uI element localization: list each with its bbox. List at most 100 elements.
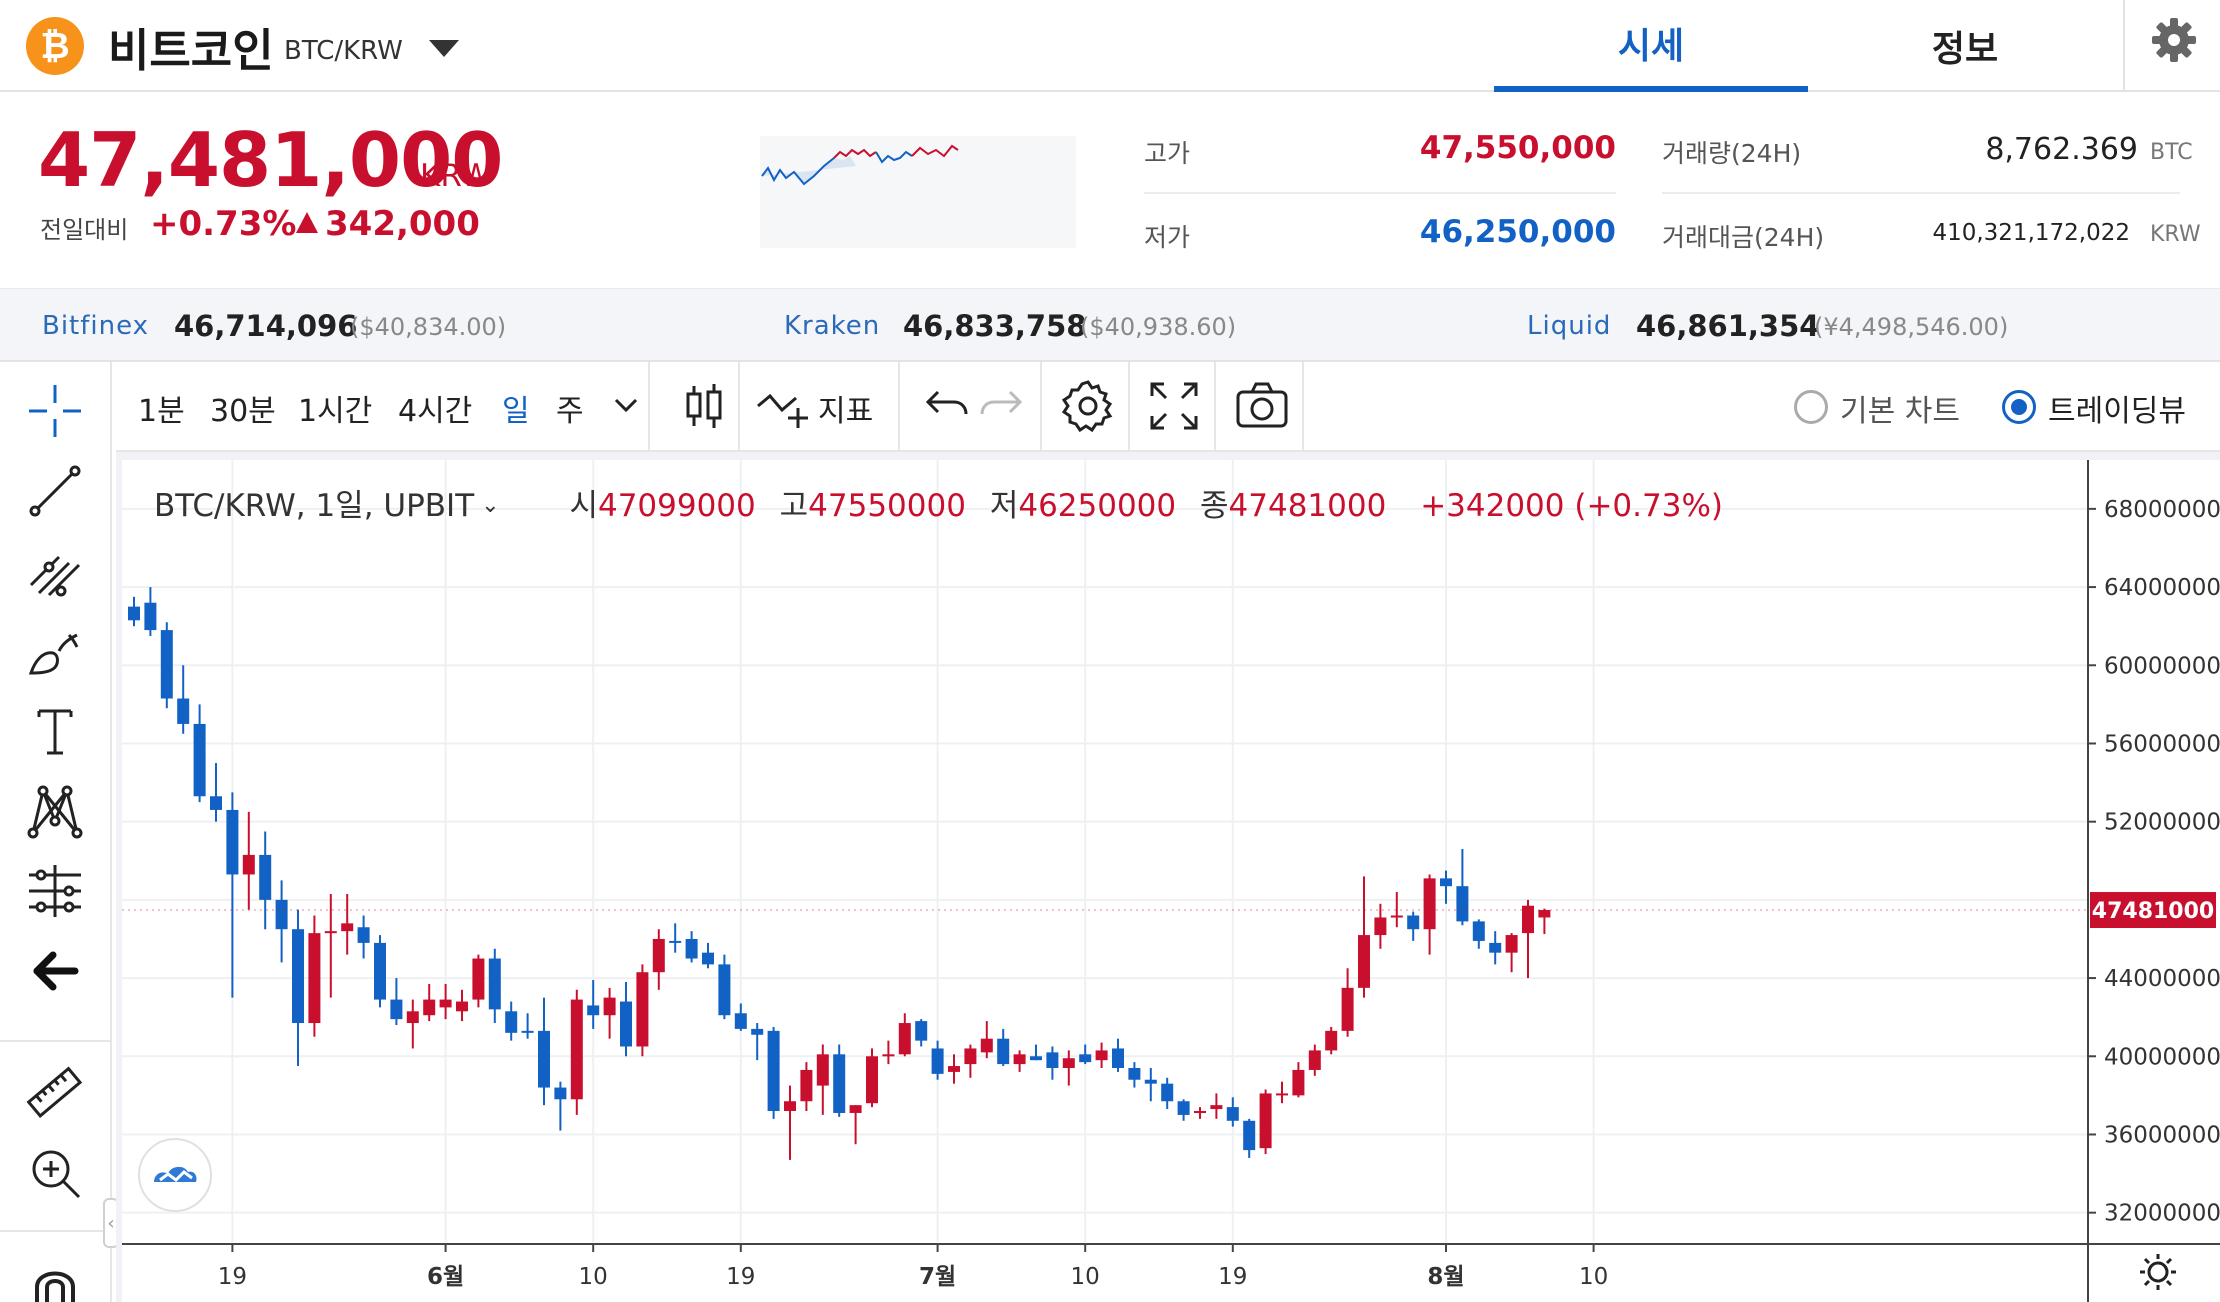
trend-line-icon[interactable] [24, 460, 86, 522]
interval-day[interactable]: 일 [502, 394, 530, 429]
candle-body [554, 1087, 567, 1100]
candle-body [292, 929, 304, 1024]
interval-4h[interactable]: 4시간 [398, 394, 473, 429]
exchange-name[interactable]: Liquid [1527, 311, 1612, 341]
candlestick-type-icon[interactable] [676, 378, 732, 434]
divider [648, 362, 650, 450]
divider [1040, 362, 1042, 450]
high-value: 47,550,000 [1419, 130, 1616, 166]
market-pair[interactable]: BTC/KRW [284, 36, 403, 66]
candle-body [652, 938, 665, 973]
text-icon[interactable] [24, 700, 86, 762]
candle-body [685, 938, 698, 959]
candle-body [882, 1054, 895, 1057]
exchange-name[interactable]: Bitfinex [42, 311, 150, 341]
settings-icon[interactable] [1060, 378, 1116, 434]
divider [0, 1040, 112, 1042]
price-unit: KRW [420, 158, 492, 194]
candle-body [980, 1038, 993, 1053]
divider [1128, 362, 1130, 450]
time-tick-label: 8월 [1427, 1264, 1464, 1290]
interval-30m[interactable]: 30분 [210, 394, 276, 429]
high-value: 47550000 [808, 488, 966, 524]
candle-body [1440, 878, 1452, 887]
current-price-badge [2090, 892, 2216, 929]
tab-info[interactable]: 정보 [1931, 29, 1999, 70]
exchange-price: 46,714,096 [174, 309, 358, 343]
magnet-icon[interactable] [24, 1252, 86, 1302]
candle-body [538, 1030, 550, 1088]
candle-body [242, 854, 255, 875]
candlestick-chart[interactable]: 68000000 64000000 60000000 56000000 52000000… [116, 452, 2220, 1302]
candle-body [357, 927, 370, 943]
candle-body [439, 999, 452, 1008]
candle-body [1177, 1101, 1190, 1115]
measure-icon[interactable] [24, 860, 86, 922]
fullscreen-icon[interactable] [1146, 378, 1202, 434]
interval-week[interactable]: 주 [556, 394, 584, 429]
chevron-down-icon[interactable] [429, 40, 459, 57]
candle-body [964, 1048, 977, 1065]
candle-body [1013, 1054, 1026, 1065]
interval-1m[interactable]: 1분 [138, 394, 185, 429]
drawing-toolbar [0, 362, 112, 1302]
price-axis: 68000000 64000000 60000000 56000000 52000000… [2088, 497, 2220, 1227]
exchange-price-jpy: (¥4,498,546.00) [1814, 313, 2009, 341]
low-value: 46250000 [1018, 488, 1177, 524]
price-tick-label: 32000000 [2104, 1201, 2220, 1227]
divider [898, 362, 900, 450]
camera-icon[interactable] [1234, 378, 1290, 434]
price-tick-label: 56000000 [2104, 731, 2220, 757]
time-tick-label: 19 [218, 1264, 247, 1290]
low-label: 저가 [1144, 223, 1191, 252]
candle-body [1522, 905, 1534, 934]
candle-body [1456, 886, 1469, 922]
trade-amount-value: 410,321,172,022 [1932, 220, 2130, 246]
candle-body [849, 1105, 862, 1113]
candle-body [1095, 1050, 1108, 1061]
candle-body [1308, 1050, 1321, 1070]
low-value: 46,250,000 [1419, 214, 1616, 250]
candle-body [324, 931, 337, 934]
basic-chart-radio[interactable] [1794, 390, 1828, 424]
price-tick-label: 40000000 [2104, 1044, 2220, 1070]
candle-body [1030, 1056, 1042, 1061]
tradingview-logo-icon[interactable] [138, 1138, 212, 1212]
fib-tool-icon[interactable] [24, 540, 86, 602]
candle-body [1112, 1048, 1124, 1069]
price-tick-label: 36000000 [2104, 1122, 2220, 1148]
candle-body [1423, 878, 1436, 930]
candle-body [1538, 910, 1551, 918]
symbol-selector[interactable]: BTC/KRW, 1일, UPBIT [154, 488, 475, 524]
candle-body [177, 698, 190, 724]
pattern-icon[interactable] [24, 780, 86, 842]
bitcoin-logo-icon: ₿ [26, 17, 84, 75]
price-chart[interactable]: 68000000 64000000 60000000 56000000 52000000… [116, 452, 2220, 1302]
coin-header: ₿ 비트코인 BTC/KRW 시세 정보 [0, 0, 2220, 92]
back-arrow-icon[interactable] [24, 940, 86, 1002]
ruler-icon[interactable] [24, 1062, 86, 1124]
crosshair-icon[interactable] [24, 380, 86, 442]
zoom-in-icon[interactable] [24, 1142, 86, 1204]
redo-icon[interactable] [976, 378, 1032, 434]
basic-chart-label[interactable]: 기본 차트 [1840, 394, 1960, 429]
tradingview-label[interactable]: 트레이딩뷰 [2048, 394, 2186, 429]
candle-body [767, 1030, 780, 1112]
brush-icon[interactable] [24, 620, 86, 682]
candle-body [1144, 1079, 1157, 1084]
indicators-icon[interactable] [754, 378, 814, 434]
chevron-down-icon[interactable] [608, 386, 644, 422]
current-price: 47,481,000 [38, 116, 503, 204]
candle-body [1062, 1058, 1075, 1069]
tradingview-radio[interactable] [2002, 390, 2036, 424]
exchange-name[interactable]: Kraken [784, 311, 881, 341]
indicators-label[interactable]: 지표 [818, 394, 874, 429]
chevron-down-icon[interactable]: ⌄ [474, 493, 500, 518]
candle-body [456, 1001, 468, 1012]
interval-1h[interactable]: 1시간 [298, 394, 373, 429]
tab-quote[interactable]: 시세 [1494, 0, 1808, 92]
candle-body [1358, 935, 1370, 988]
gear-icon[interactable] [2150, 16, 2198, 64]
undo-icon[interactable] [916, 378, 972, 434]
candle-body [1407, 915, 1420, 930]
